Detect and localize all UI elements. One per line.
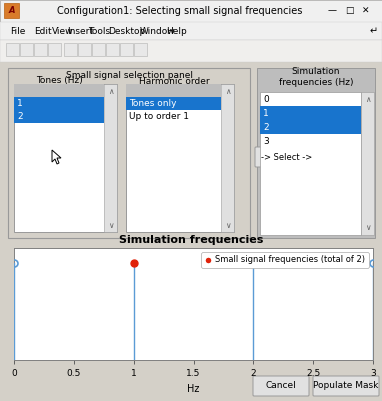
Polygon shape [52,150,61,164]
Text: Tools: Tools [88,26,110,36]
Text: ∧: ∧ [225,87,230,95]
Text: ✕: ✕ [362,6,370,16]
Text: View: View [52,26,73,36]
Text: ∧: ∧ [365,95,370,103]
Text: Help: Help [166,26,187,36]
FancyBboxPatch shape [255,147,319,167]
Bar [14,84,117,232]
Bar [257,68,375,238]
Text: Harmonic order: Harmonic order [139,77,209,85]
Text: Cancel: Cancel [265,381,296,391]
Bar [64,43,77,56]
Text: ∨: ∨ [365,223,370,233]
Bar [20,43,33,56]
Text: A: A [8,6,15,15]
Bar [361,92,374,235]
Text: Tones only: Tones only [129,99,176,108]
Bar [6,43,19,56]
Bar [0,22,382,40]
Bar [126,84,234,232]
Legend: Small signal frequencies (total of 2): Small signal frequencies (total of 2) [201,252,369,268]
Text: Insert: Insert [67,26,93,36]
Text: 2: 2 [263,122,269,132]
Text: 0: 0 [263,95,269,103]
Bar [48,43,61,56]
Bar [120,43,133,56]
Bar [34,43,47,56]
Text: Simulation frequencies: Simulation frequencies [119,235,263,245]
Bar [221,84,234,232]
Text: ↵: ↵ [370,26,378,36]
Text: 2: 2 [17,112,23,121]
Bar [106,43,119,56]
Text: Populate Mask: Populate Mask [313,381,379,391]
Bar [14,110,104,123]
Bar [260,106,361,120]
Text: Edit: Edit [34,26,52,36]
Bar [0,0,382,22]
Bar [78,43,91,56]
Text: ∧: ∧ [108,87,113,95]
Bar [126,97,221,110]
Bar [14,84,104,97]
Text: Desktop: Desktop [108,26,145,36]
Text: Simulation
frequencies (Hz): Simulation frequencies (Hz) [279,67,353,87]
Text: 3: 3 [263,136,269,146]
Text: Configuration1: Selecting small signal frequencies: Configuration1: Selecting small signal f… [57,6,303,16]
Bar [260,120,361,134]
FancyBboxPatch shape [313,376,379,396]
X-axis label: Hz: Hz [187,384,200,394]
Bar [4,3,19,18]
Bar [260,92,361,235]
Text: □: □ [345,6,353,16]
Bar [126,84,221,97]
Bar [104,84,117,232]
Bar [134,43,147,56]
Text: 1: 1 [17,99,23,108]
Text: ∨: ∨ [108,221,113,229]
Bar [8,68,250,238]
Bar [0,40,382,62]
Bar [14,97,104,110]
Text: Up to order 1: Up to order 1 [129,112,189,121]
Text: ∨: ∨ [225,221,230,229]
Text: 1: 1 [263,109,269,117]
Text: —: — [327,6,337,16]
Bar [0,62,382,401]
Text: -> Select ->: -> Select -> [261,152,312,162]
Text: Tones (Hz): Tones (Hz) [36,77,83,85]
FancyBboxPatch shape [253,376,309,396]
Text: File: File [10,26,25,36]
Text: Small signal selection panel: Small signal selection panel [65,71,193,81]
Text: Window: Window [140,26,176,36]
Bar [92,43,105,56]
